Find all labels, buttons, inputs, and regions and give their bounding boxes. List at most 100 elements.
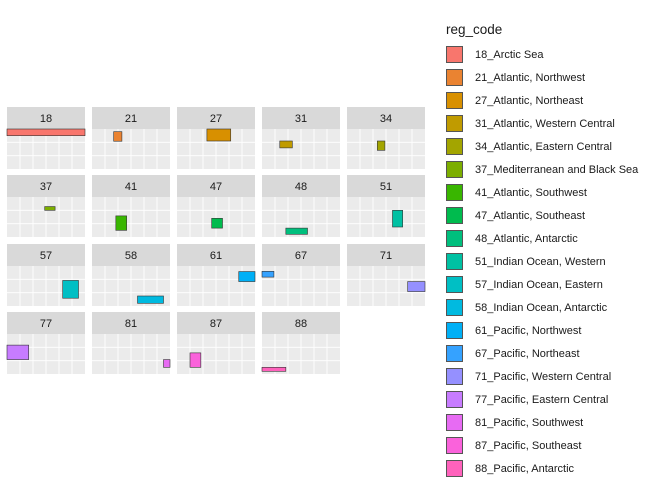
legend-item: 81_Pacific, Southwest — [446, 411, 638, 434]
legend-key-swatch — [446, 69, 463, 86]
legend-label: 71_Pacific, Western Central — [475, 370, 612, 383]
legend-key-swatch — [446, 253, 463, 270]
legend-item: 31_Atlantic, Western Central — [446, 112, 638, 135]
legend: reg_code 18_Arctic Sea 21_Atlantic, North… — [446, 22, 638, 480]
facet-strip — [262, 107, 340, 129]
fishing-region-58 — [137, 295, 164, 304]
fishing-region-34 — [377, 140, 386, 151]
legend-key-swatch — [446, 299, 463, 316]
legend-label: 27_Atlantic, Northeast — [475, 94, 584, 107]
legend-label: 67_Pacific, Northeast — [475, 347, 580, 360]
legend-label: 48_Atlantic, Antarctic — [475, 232, 578, 245]
legend-item: 37_Mediterranean and Black Sea — [446, 158, 638, 181]
legend-item: 27_Atlantic, Northeast — [446, 89, 638, 112]
legend-label: 87_Pacific, Southeast — [475, 439, 582, 452]
legend-key-swatch — [446, 46, 463, 63]
fishing-region-51 — [392, 210, 403, 228]
facet-panel-81: 81 — [92, 312, 171, 374]
legend-item: 71_Pacific, Western Central — [446, 365, 638, 388]
facet-strip-label: 21 — [125, 113, 137, 125]
fishing-region-31 — [279, 140, 293, 149]
legend-label: 31_Atlantic, Western Central — [475, 117, 615, 130]
facet-strip-label: 67 — [295, 250, 307, 262]
fishing-region-21 — [113, 131, 123, 142]
legend-key-swatch — [446, 207, 463, 224]
legend-label: 18_Arctic Sea — [475, 48, 544, 61]
facet-panel-18: 18 — [6, 107, 86, 169]
facet-panel-31: 31 — [262, 107, 340, 169]
legend-label: 34_Atlantic, Eastern Central — [475, 140, 612, 153]
facet-map-grid: 18 21 27 31 34 37 41 47 48 51 57 58 61 67 71 77 81 87 88 — [6, 107, 426, 374]
legend-key-swatch — [446, 460, 463, 477]
facet-strip — [7, 107, 85, 129]
facet-strip — [177, 244, 255, 266]
facet-panel-67: 67 — [261, 244, 340, 306]
facet-panel-41: 41 — [92, 175, 170, 237]
fishing-region-81 — [163, 359, 171, 368]
facet-panel-58: 58 — [92, 244, 170, 306]
legend-item: 67_Pacific, Northeast — [446, 342, 638, 365]
legend-label: 57_Indian Ocean, Eastern — [475, 278, 603, 291]
facet-panel-61: 61 — [177, 244, 256, 306]
legend-key-swatch — [446, 276, 463, 293]
legend-label: 61_Pacific, Northwest — [475, 324, 582, 337]
fishing-region-87 — [189, 352, 202, 368]
facet-strip — [347, 175, 425, 197]
facet-strip — [262, 312, 340, 334]
facet-panel-77: 77 — [6, 312, 85, 374]
facet-strip — [7, 312, 85, 334]
facet-panel-88: 88 — [261, 312, 340, 374]
legend-key-swatch — [446, 230, 463, 247]
facet-strip-label: 81 — [125, 318, 137, 330]
facet-strip — [262, 244, 340, 266]
facet-strip-label: 37 — [40, 181, 52, 193]
facet-panel-34: 34 — [347, 107, 425, 169]
facet-panel-57: 57 — [7, 244, 85, 306]
legend-item: 21_Atlantic, Northwest — [446, 66, 638, 89]
facet-strip-label: 51 — [380, 181, 392, 193]
facet-strip — [177, 175, 255, 197]
facet-strip — [7, 244, 85, 266]
facet-strip-label: 31 — [295, 113, 307, 125]
facet-panel-21: 21 — [92, 107, 170, 169]
facet-strip-label: 41 — [125, 181, 137, 193]
facet-strip — [347, 244, 425, 266]
fishing-region-27 — [206, 128, 232, 142]
facet-strip-label: 47 — [210, 181, 222, 193]
legend-label: 37_Mediterranean and Black Sea — [475, 163, 639, 176]
facet-strip — [92, 107, 170, 129]
legend-item: 58_Indian Ocean, Antarctic — [446, 296, 638, 319]
facet-panel-27: 27 — [177, 107, 255, 169]
legend-item: 48_Atlantic, Antarctic — [446, 227, 638, 250]
legend-key-swatch — [446, 345, 463, 362]
facet-strip-label: 77 — [40, 318, 52, 330]
fishing-region-41 — [115, 215, 127, 231]
fishing-region-47 — [211, 218, 223, 229]
legend-items: 18_Arctic Sea 21_Atlantic, Northwest 27_At… — [446, 43, 638, 480]
legend-item: 18_Arctic Sea — [446, 43, 638, 66]
facet-panel-37: 37 — [7, 175, 85, 237]
legend-item: 57_Indian Ocean, Eastern — [446, 273, 638, 296]
fishing-region-57 — [62, 280, 79, 299]
facet-strip — [347, 107, 425, 129]
fishing-region-67 — [261, 271, 275, 278]
facet-strip — [177, 312, 255, 334]
facet-panel-51: 51 — [347, 175, 425, 237]
facet-panel-47: 47 — [177, 175, 255, 237]
legend-key-swatch — [446, 414, 463, 431]
legend-label: 58_Indian Ocean, Antarctic — [475, 301, 608, 314]
legend-label: 51_Indian Ocean, Western — [475, 255, 606, 268]
legend-key-swatch — [446, 368, 463, 385]
legend-label: 47_Atlantic, Southeast — [475, 209, 586, 222]
facet-strip-label: 27 — [210, 113, 222, 125]
facet-strip-label: 71 — [380, 250, 392, 262]
fishing-region-71 — [407, 281, 426, 292]
facet-panel-48: 48 — [262, 175, 340, 237]
facet-strip-label: 87 — [210, 318, 222, 330]
legend-item: 34_Atlantic, Eastern Central — [446, 135, 638, 158]
facet-strip-label: 48 — [295, 181, 307, 193]
legend-item: 51_Indian Ocean, Western — [446, 250, 638, 273]
facet-strip-label: 58 — [125, 250, 137, 262]
facet-panel-87: 87 — [177, 312, 255, 374]
legend-key-swatch — [446, 115, 463, 132]
